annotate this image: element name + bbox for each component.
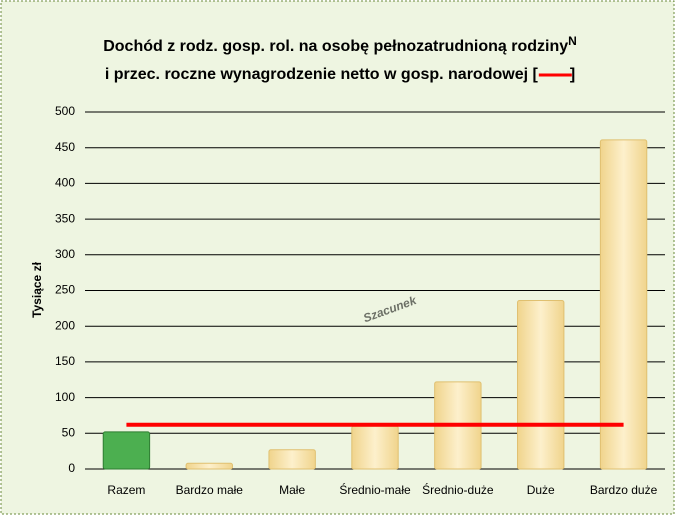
x-tick-label: Średnio-duże: [422, 482, 494, 497]
y-axis-label: Tysiące zł: [30, 261, 44, 317]
x-tick-label: Razem: [107, 483, 145, 497]
bar: [268, 449, 316, 470]
bar: [351, 425, 399, 470]
y-tick-label: 100: [55, 390, 75, 404]
chart-title-line2: i przec. roczne wynagrodzenie netto w go…: [105, 66, 575, 83]
title-text: Dochód z rodz. gosp. rol. na osobę pełno…: [103, 38, 568, 55]
x-tick-label: Bardzo małe: [176, 483, 244, 497]
y-tick-label: 350: [55, 211, 75, 225]
y-tick-label: 150: [55, 354, 75, 368]
y-tick-label: 400: [55, 176, 75, 190]
x-tick-label: Duże: [527, 483, 555, 497]
bar: [599, 139, 648, 470]
bar: [102, 431, 151, 470]
y-tick-label: 450: [55, 140, 75, 154]
x-tick-label: Średnio-małe: [339, 482, 411, 497]
title-text: ]: [570, 66, 575, 83]
y-tick-label: 50: [62, 425, 76, 439]
y-tick-label: 200: [55, 318, 75, 332]
title-text: i przec. roczne wynagrodzenie netto w go…: [105, 66, 539, 83]
y-tick-label: 500: [55, 104, 75, 118]
x-tick-label: Małe: [279, 483, 305, 497]
y-tick-label: 0: [68, 461, 75, 475]
y-tick-label: 300: [55, 247, 75, 261]
bar: [517, 299, 565, 470]
x-tick-label: Bardzo duże: [590, 483, 658, 497]
chart-title: Dochód z rodz. gosp. rol. na osobę pełno…: [103, 34, 577, 55]
bar: [185, 462, 233, 470]
title-superscript: N: [568, 34, 577, 48]
y-tick-label: 250: [55, 283, 75, 297]
